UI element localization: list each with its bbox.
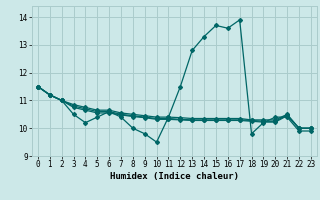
X-axis label: Humidex (Indice chaleur): Humidex (Indice chaleur) — [110, 172, 239, 181]
